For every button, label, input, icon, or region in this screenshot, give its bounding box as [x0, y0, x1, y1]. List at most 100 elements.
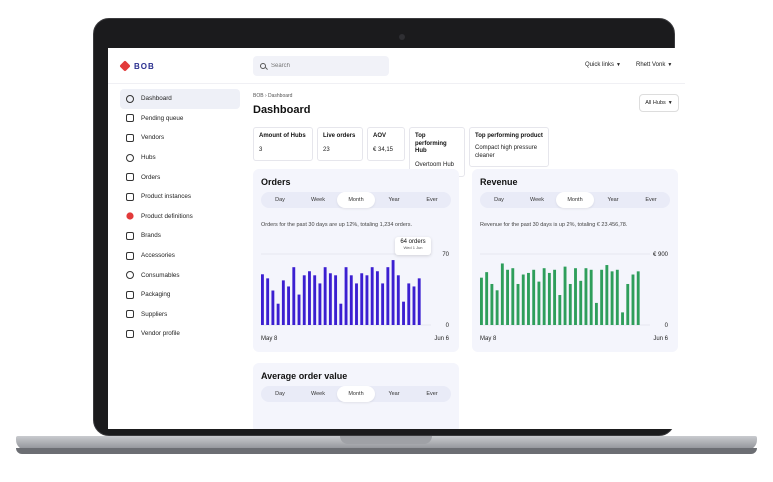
chart-bar[interactable]: [516, 283, 520, 325]
tab-week[interactable]: Week: [311, 197, 325, 203]
chart-bar[interactable]: [344, 267, 348, 325]
chart-bar[interactable]: [485, 272, 489, 325]
sidebar-item-dashboard[interactable]: Dashboard: [120, 89, 240, 109]
chart-bar[interactable]: [355, 283, 358, 325]
chart-bar[interactable]: [308, 271, 311, 325]
chart-bar[interactable]: [563, 266, 567, 325]
sidebar-item-product-definitions[interactable]: Product definitions: [120, 207, 240, 227]
tab-year[interactable]: Year: [388, 197, 400, 203]
chart-bar[interactable]: [584, 268, 588, 325]
chart-bar[interactable]: [594, 302, 598, 325]
hub-filter-select[interactable]: All Hubs ▼: [639, 94, 679, 112]
tab-day[interactable]: Day: [275, 391, 285, 397]
chart-bar[interactable]: [360, 273, 364, 325]
chart-bar[interactable]: [506, 269, 510, 325]
sidebar-item-vendor-profile[interactable]: Vendor profile: [120, 324, 240, 344]
chart-bar[interactable]: [626, 283, 630, 325]
chart-bar[interactable]: [636, 271, 640, 325]
chart-bar[interactable]: [600, 269, 604, 325]
tab-month[interactable]: Month: [337, 192, 375, 208]
tab-week[interactable]: Week: [530, 197, 544, 203]
sidebar-item-product-instances[interactable]: Product instances: [120, 187, 240, 207]
chart-bar[interactable]: [605, 265, 609, 325]
chart-bar[interactable]: [339, 303, 343, 325]
chart-bar[interactable]: [328, 273, 332, 325]
chart-bar[interactable]: [574, 268, 577, 325]
chart-bar[interactable]: [302, 275, 306, 325]
tab-day[interactable]: Day: [494, 197, 504, 203]
chart-bar[interactable]: [579, 280, 583, 325]
tab-year[interactable]: Year: [388, 391, 400, 397]
chart-bar[interactable]: [500, 263, 504, 325]
sidebar-item-label: Product instances: [141, 193, 192, 201]
chart-bar[interactable]: [542, 268, 546, 325]
chart-bar[interactable]: [287, 286, 291, 325]
chart-bar[interactable]: [480, 277, 483, 325]
chart-bar[interactable]: [407, 283, 411, 325]
chart-bar[interactable]: [547, 272, 551, 325]
chart-bar[interactable]: [349, 275, 353, 325]
chart-bar[interactable]: [292, 267, 296, 325]
chart-bar[interactable]: [375, 271, 379, 325]
chart-bar[interactable]: [386, 267, 390, 325]
chart-bar[interactable]: [281, 280, 285, 325]
sidebar-item-vendors[interactable]: Vendors: [120, 128, 240, 148]
chart-bar[interactable]: [527, 272, 530, 325]
chart-bar[interactable]: [610, 271, 614, 325]
sidebar-item-packaging[interactable]: Packaging: [120, 285, 240, 305]
tab-month[interactable]: Month: [337, 386, 375, 402]
sidebar-item-brands[interactable]: Brands: [120, 226, 240, 246]
chart-bar[interactable]: [323, 267, 327, 325]
tab-ever[interactable]: Ever: [426, 391, 438, 397]
sidebar-item-suppliers[interactable]: Suppliers: [120, 305, 240, 325]
chart-bar[interactable]: [532, 269, 536, 325]
chart-bar[interactable]: [334, 275, 338, 325]
sidebar-item-hubs[interactable]: Hubs: [120, 148, 240, 168]
chart-bar[interactable]: [297, 294, 301, 325]
search-box[interactable]: [253, 56, 389, 76]
sidebar-item-accessories[interactable]: Accessories: [120, 246, 240, 266]
chart-bar[interactable]: [589, 269, 593, 325]
chart-bar[interactable]: [621, 312, 624, 325]
chart-bar[interactable]: [318, 283, 322, 325]
chart-bar[interactable]: [490, 283, 494, 325]
user-menu[interactable]: Rhett Vonk ▼: [636, 62, 672, 68]
dashboard-icon: [126, 94, 134, 103]
tab-ever[interactable]: Ever: [426, 197, 438, 203]
chart-bar[interactable]: [313, 275, 317, 325]
sidebar-item-pending-queue[interactable]: Pending queue: [120, 109, 240, 129]
tab-month[interactable]: Month: [556, 192, 594, 208]
tab-week[interactable]: Week: [311, 391, 325, 397]
logo[interactable]: BOB: [119, 60, 155, 72]
chart-bar[interactable]: [266, 278, 270, 325]
chart-bar[interactable]: [276, 303, 280, 325]
chart-bar[interactable]: [631, 274, 635, 325]
chart-bar[interactable]: [391, 260, 395, 325]
tab-day[interactable]: Day: [275, 197, 285, 203]
breadcrumb[interactable]: BOB › Dashboard: [253, 93, 293, 99]
chart-bar[interactable]: [370, 267, 374, 325]
tab-year[interactable]: Year: [607, 197, 619, 203]
chart-bar[interactable]: [402, 301, 405, 325]
chart-bar[interactable]: [537, 281, 541, 325]
chart-bar[interactable]: [615, 269, 619, 325]
sidebar-item-orders[interactable]: Orders: [120, 167, 240, 187]
chart-bar[interactable]: [553, 269, 557, 325]
chart-bar[interactable]: [381, 283, 385, 325]
chart-bar[interactable]: [568, 283, 572, 325]
chart-bar[interactable]: [495, 290, 499, 325]
chart-bar[interactable]: [521, 274, 525, 325]
sidebar-item-label: Hubs: [141, 154, 156, 162]
chart-bar[interactable]: [261, 274, 264, 325]
chart-bar[interactable]: [511, 268, 515, 325]
tab-ever[interactable]: Ever: [645, 197, 657, 203]
search-input[interactable]: [271, 63, 381, 69]
chart-bar[interactable]: [365, 275, 369, 325]
sidebar-item-consumables[interactable]: Consumables: [120, 265, 240, 285]
chart-bar[interactable]: [417, 278, 421, 325]
chart-bar[interactable]: [412, 286, 416, 325]
chart-bar[interactable]: [396, 275, 400, 325]
chart-bar[interactable]: [558, 295, 562, 325]
chart-bar[interactable]: [271, 290, 275, 325]
quick-links-dropdown[interactable]: Quick links ▼: [585, 62, 621, 68]
